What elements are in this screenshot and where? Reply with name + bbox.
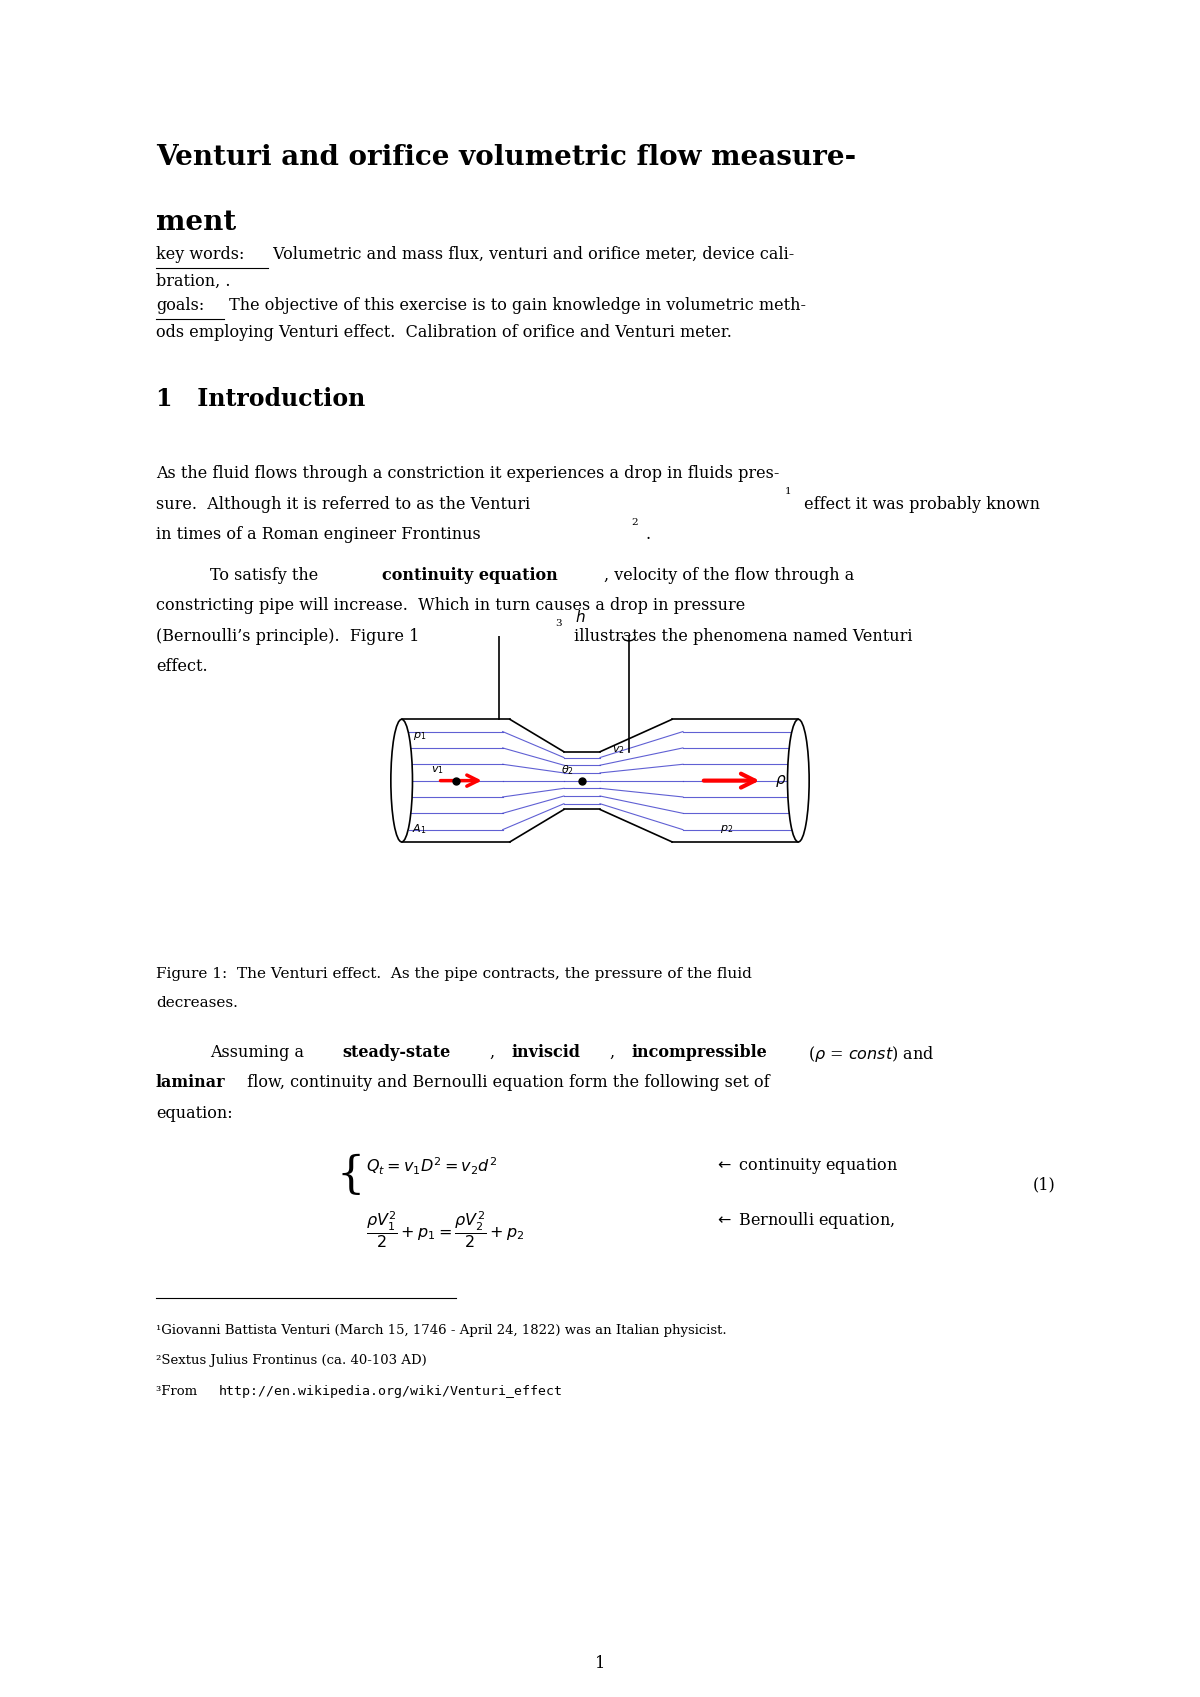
Text: $h$: $h$ bbox=[575, 609, 586, 624]
Text: effect.: effect. bbox=[156, 658, 208, 675]
Ellipse shape bbox=[787, 720, 809, 842]
Text: laminar: laminar bbox=[156, 1074, 226, 1091]
Text: To satisfy the: To satisfy the bbox=[210, 567, 323, 584]
Text: 1: 1 bbox=[595, 1655, 605, 1672]
Text: key words:: key words: bbox=[156, 246, 245, 263]
Text: Assuming a: Assuming a bbox=[210, 1044, 310, 1061]
Ellipse shape bbox=[623, 631, 635, 641]
Text: inviscid: inviscid bbox=[511, 1044, 581, 1061]
Ellipse shape bbox=[493, 599, 505, 609]
Text: (1): (1) bbox=[1033, 1176, 1056, 1193]
Text: The objective of this exercise is to gain knowledge in volumetric meth-: The objective of this exercise is to gai… bbox=[224, 297, 806, 314]
Text: $p_2$: $p_2$ bbox=[720, 823, 733, 835]
Text: sure.  Although it is referred to as the Venturi: sure. Although it is referred to as the … bbox=[156, 496, 530, 512]
Text: flow, continuity and Bernoulli equation form the following set of: flow, continuity and Bernoulli equation … bbox=[242, 1074, 770, 1091]
Text: continuity equation: continuity equation bbox=[382, 567, 557, 584]
Text: illustrates the phenomena named Venturi: illustrates the phenomena named Venturi bbox=[569, 628, 912, 645]
Text: bration, .: bration, . bbox=[156, 273, 230, 290]
Text: equation:: equation: bbox=[156, 1105, 233, 1122]
Ellipse shape bbox=[391, 720, 413, 842]
Text: constricting pipe will increase.  Which in turn causes a drop in pressure: constricting pipe will increase. Which i… bbox=[156, 597, 745, 614]
Text: $\theta_2$: $\theta_2$ bbox=[562, 764, 574, 777]
Text: $Q_t = v_1 D^2 = v_2 d^2$: $Q_t = v_1 D^2 = v_2 d^2$ bbox=[366, 1156, 497, 1178]
Text: $\dfrac{\rho V_1^2}{2} + p_1 = \dfrac{\rho V_2^2}{2} + p_2$: $\dfrac{\rho V_1^2}{2} + p_1 = \dfrac{\r… bbox=[366, 1210, 524, 1251]
Text: .: . bbox=[646, 526, 650, 543]
Text: Volumetric and mass flux, venturi and orifice meter, device cali-: Volumetric and mass flux, venturi and or… bbox=[268, 246, 794, 263]
Text: goals:: goals: bbox=[156, 297, 204, 314]
Text: ods employing Venturi effect.  Calibration of orifice and Venturi meter.: ods employing Venturi effect. Calibratio… bbox=[156, 324, 732, 341]
Text: incompressible: incompressible bbox=[631, 1044, 767, 1061]
Text: effect it was probably known: effect it was probably known bbox=[799, 496, 1040, 512]
Text: $v_1$: $v_1$ bbox=[431, 764, 444, 776]
Text: in times of a Roman engineer Frontinus: in times of a Roman engineer Frontinus bbox=[156, 526, 481, 543]
Text: ¹Giovanni Battista Venturi (March 15, 1746 - April 24, 1822) was an Italian phys: ¹Giovanni Battista Venturi (March 15, 17… bbox=[156, 1324, 727, 1337]
Text: $p_1$: $p_1$ bbox=[413, 730, 426, 742]
Text: ²Sextus Julius Frontinus (ca. 40-103 AD): ²Sextus Julius Frontinus (ca. 40-103 AD) bbox=[156, 1354, 427, 1368]
Text: Figure 1:  The Venturi effect.  As the pipe contracts, the pressure of the fluid: Figure 1: The Venturi effect. As the pip… bbox=[156, 967, 752, 981]
Text: $\leftarrow$ Bernoulli equation,: $\leftarrow$ Bernoulli equation, bbox=[714, 1210, 895, 1230]
Text: , velocity of the flow through a: , velocity of the flow through a bbox=[604, 567, 854, 584]
Text: Venturi and orifice volumetric flow measure-: Venturi and orifice volumetric flow meas… bbox=[156, 144, 856, 171]
Text: $v_2$: $v_2$ bbox=[612, 743, 624, 755]
Text: As the fluid flows through a constriction it experiences a drop in fluids pres-: As the fluid flows through a constrictio… bbox=[156, 465, 779, 482]
Text: $\leftarrow$ continuity equation: $\leftarrow$ continuity equation bbox=[714, 1156, 898, 1176]
Text: (Bernoulli’s principle).  Figure 1: (Bernoulli’s principle). Figure 1 bbox=[156, 628, 419, 645]
Text: decreases.: decreases. bbox=[156, 996, 238, 1010]
Text: steady-state: steady-state bbox=[342, 1044, 450, 1061]
Text: http://en.wikipedia.org/wiki/Venturi_effect: http://en.wikipedia.org/wiki/Venturi_eff… bbox=[218, 1385, 563, 1398]
Text: 3: 3 bbox=[556, 619, 563, 628]
Text: {: { bbox=[336, 1154, 365, 1196]
Text: ,: , bbox=[610, 1044, 620, 1061]
Text: 1   Introduction: 1 Introduction bbox=[156, 387, 365, 411]
Text: ($\rho$ = $\it{const}$) and: ($\rho$ = $\it{const}$) and bbox=[803, 1044, 934, 1064]
Text: $A_1$: $A_1$ bbox=[413, 823, 427, 837]
Text: ³From: ³From bbox=[156, 1385, 202, 1398]
Text: 1: 1 bbox=[785, 487, 792, 496]
Text: $\rho$: $\rho$ bbox=[774, 772, 786, 789]
Text: 2: 2 bbox=[631, 518, 638, 526]
Text: ,: , bbox=[490, 1044, 500, 1061]
Text: ment: ment bbox=[156, 209, 236, 236]
